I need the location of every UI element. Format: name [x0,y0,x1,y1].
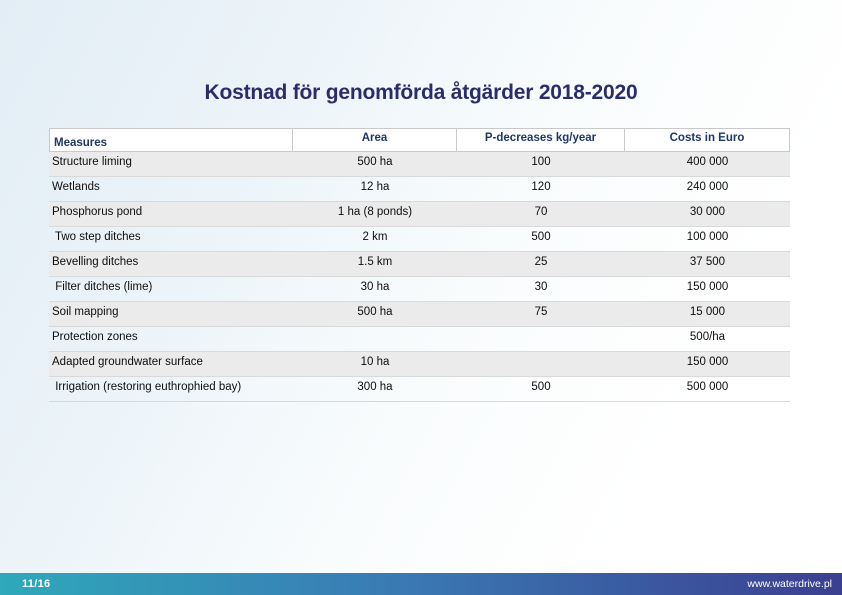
column-header-measures: Measures [49,129,293,151]
measures-table: Measures Area P-decreases kg/year Costs … [49,128,790,402]
table-row: Soil mapping 500 ha 75 15 000 [49,302,790,327]
cost-cell: 150 000 [686,281,729,293]
table-row: Irrigation (restoring euthrophied bay) 30… [49,377,790,402]
p-decrease-cell: 500 [531,381,551,393]
measure-cell: Filter ditches (lime) [52,281,153,293]
p-decrease-cell: 120 [531,181,551,193]
area-cell: 500 ha [357,156,393,168]
table-row: Protection zones 500/ha [49,327,790,352]
area-cell: 1 ha (8 ponds) [337,206,413,218]
table-row: Adapted groundwater surface 10 ha 150 000 [49,352,790,377]
cost-cell: 15 000 [689,306,726,318]
cost-cell: 150 000 [686,356,729,368]
measure-cell: Structure liming [52,156,132,168]
table-body: Structure liming 500 ha 100 400 000 Wetlands… [49,152,790,402]
area-cell: 10 ha [360,356,390,368]
cost-cell: 400 000 [686,156,729,168]
measure-cell: Two step ditches [52,231,141,243]
p-decrease-cell [457,352,625,376]
website-url: www.waterdrive.pl [747,578,832,590]
area-cell: 12 ha [360,181,390,193]
p-decrease-cell [457,327,625,351]
cost-cell: 100 000 [686,231,729,243]
footer-bar: 11/16 www.waterdrive.pl [0,573,842,595]
measure-cell: Bevelling ditches [52,256,139,268]
area-cell [293,327,457,351]
column-header-p-decreases: P-decreases kg/year [457,129,625,151]
cost-cell: 500 000 [686,381,729,393]
page-title: Kostnad för genomförda åtgärder 2018-202… [204,81,638,104]
measure-cell: Wetlands [52,181,100,193]
page-number: 11/16 [22,578,51,590]
table-row: Filter ditches (lime) 30 ha 30 150 000 [49,277,790,302]
p-decrease-cell: 30 [534,281,548,293]
p-decrease-cell: 500 [531,231,551,243]
area-cell: 2 km [362,231,388,243]
measure-cell: Protection zones [52,331,138,343]
p-decrease-cell: 75 [534,306,548,318]
p-decrease-cell: 100 [531,156,551,168]
cost-cell: 37 500 [689,256,726,268]
p-decrease-cell: 70 [534,206,548,218]
table-row: Bevelling ditches 1.5 km 25 37 500 [49,252,790,277]
table-row: Wetlands 12 ha 120 240 000 [49,177,790,202]
column-header-area: Area [293,129,457,151]
measure-cell: Phosphorus pond [52,206,143,218]
cost-cell: 240 000 [686,181,729,193]
measure-cell: Soil mapping [52,306,119,318]
cost-cell: 500/ha [689,331,726,343]
area-cell: 300 ha [357,381,393,393]
p-decrease-cell: 25 [534,256,548,268]
table-row: Two step ditches 2 km 500 100 000 [49,227,790,252]
area-cell: 500 ha [357,306,393,318]
measure-cell: Adapted groundwater surface [52,356,203,368]
cost-cell: 30 000 [689,206,726,218]
area-cell: 30 ha [360,281,390,293]
table-row: Structure liming 500 ha 100 400 000 [49,152,790,177]
measure-cell: Irrigation (restoring euthrophied bay) [52,381,242,393]
area-cell: 1.5 km [357,256,393,268]
table-header-row: Measures Area P-decreases kg/year Costs … [49,128,790,152]
table-row: Phosphorus pond 1 ha (8 ponds) 70 30 000 [49,202,790,227]
column-header-costs: Costs in Euro [625,129,790,151]
